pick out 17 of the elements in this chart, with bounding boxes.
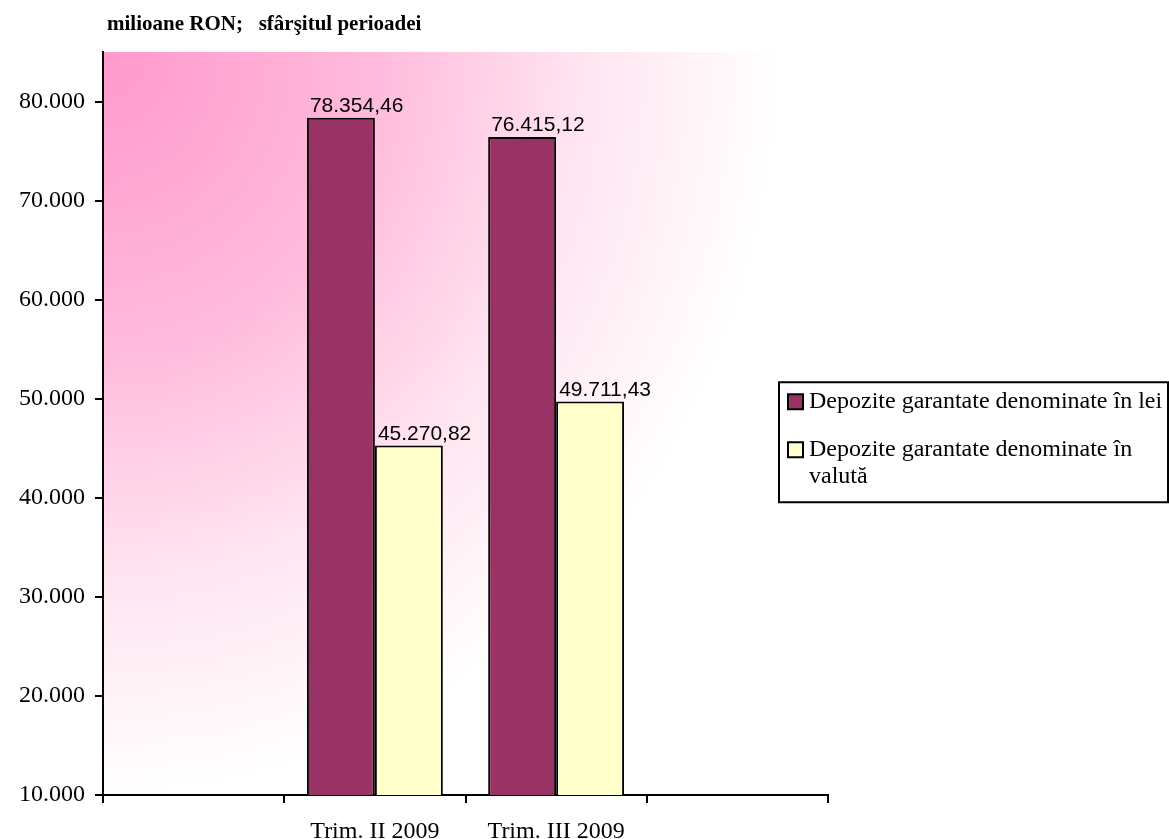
y-tick-label: 60.000 <box>19 284 85 311</box>
y-tick-label: 10.000 <box>19 780 85 807</box>
y-tick-label: 70.000 <box>19 185 85 212</box>
data-label: 45.270,82 <box>377 420 472 444</box>
x-tick-label: Trim. III 2009 <box>487 816 625 839</box>
data-label: 78.354,46 <box>309 92 404 116</box>
y-tick-label: 40.000 <box>19 483 85 510</box>
y-tick-label: 30.000 <box>19 582 85 609</box>
y-tick-label: 50.000 <box>19 384 85 411</box>
y-tick-label: 20.000 <box>19 681 85 708</box>
chart-title: milioane RON; sfârşitul perioadei <box>107 11 422 35</box>
x-tick-label: Trim. II 2009 <box>310 816 440 839</box>
legend-label: Depozite garantate denominate în valută <box>809 434 1133 488</box>
data-label: 76.415,12 <box>491 112 585 136</box>
legend-label: Depozite garantate denominate în lei <box>809 386 1163 413</box>
y-tick-label: 80.000 <box>19 86 85 113</box>
data-label: 49.711,43 <box>559 376 651 400</box>
